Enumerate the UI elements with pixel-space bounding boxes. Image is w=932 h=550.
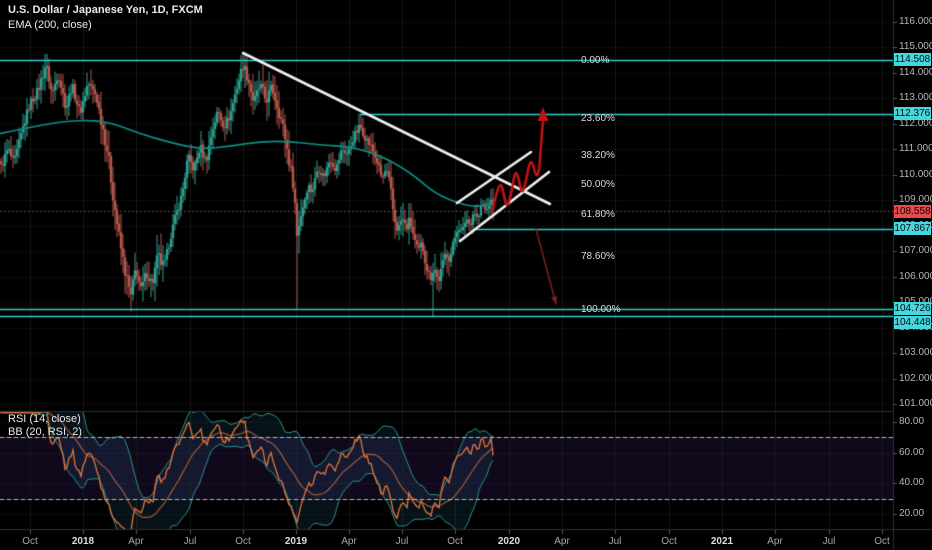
time-tick: Jul bbox=[822, 536, 836, 547]
time-tick: Oct bbox=[22, 536, 38, 547]
last-price-label: 108.558 bbox=[894, 204, 931, 218]
price-level-label: 104.726 bbox=[894, 302, 931, 316]
time-tick: Oct bbox=[447, 536, 463, 547]
fib-level-label: 23.60% bbox=[581, 113, 615, 125]
fib-level-label: 100.00% bbox=[581, 303, 621, 315]
price-level-label: 114.508 bbox=[894, 53, 931, 67]
time-tick: Apr bbox=[341, 536, 357, 547]
time-tick: Jul bbox=[608, 536, 622, 547]
time-tick: Apr bbox=[128, 536, 144, 547]
price-tick: 106.000 bbox=[899, 270, 932, 282]
rsi-tick: 80.00 bbox=[899, 416, 925, 427]
fib-level-label: 0.00% bbox=[581, 54, 610, 66]
rsi-tick: 60.00 bbox=[899, 446, 925, 458]
price-tick: 114.000 bbox=[899, 66, 932, 78]
time-tick: Oct bbox=[874, 536, 890, 547]
price-tick: 116.000 bbox=[899, 15, 932, 27]
fib-level-label: 50.00% bbox=[581, 179, 615, 191]
time-tick: Apr bbox=[554, 536, 570, 547]
time-tick-year: 2019 bbox=[284, 536, 308, 547]
ema-indicator-legend[interactable]: EMA (200, close) bbox=[8, 19, 92, 31]
time-tick: Oct bbox=[235, 536, 251, 547]
price-tick: 113.000 bbox=[899, 92, 932, 103]
rsi-tick: 20.00 bbox=[899, 508, 925, 519]
price-tick: 109.000 bbox=[899, 194, 932, 205]
time-tick-year: 2020 bbox=[497, 536, 521, 547]
rsi-indicator-legend[interactable]: RSI (14, close) bbox=[8, 413, 81, 425]
price-tick: 103.000 bbox=[899, 347, 932, 358]
price-tick: 101.000 bbox=[899, 398, 932, 409]
price-tick: 115.000 bbox=[899, 41, 932, 52]
time-tick-year: 2018 bbox=[71, 536, 95, 547]
symbol-legend[interactable]: U.S. Dollar / Japanese Yen, 1D, FXCM bbox=[8, 4, 203, 16]
time-axis[interactable]: Oct 2018 Apr Jul Oct 2019 Apr Jul Oct 2020 Apr Jul O… bbox=[0, 529, 932, 550]
rsi-tick: 40.00 bbox=[899, 477, 925, 489]
price-level-label: 107.867 bbox=[894, 222, 931, 236]
price-tick: 107.000 bbox=[899, 245, 932, 256]
fib-level-label: 61.80% bbox=[581, 208, 615, 220]
time-tick: Oct bbox=[661, 536, 677, 547]
price-tick: 111.000 bbox=[899, 143, 932, 154]
rsi-axis[interactable]: 80.00 60.00 40.00 20.00 bbox=[893, 411, 932, 529]
price-tick: 110.000 bbox=[899, 168, 932, 180]
price-level-label: 112.376 bbox=[894, 107, 931, 121]
fib-level-label: 78.60% bbox=[581, 250, 615, 262]
bb-indicator-legend[interactable]: BB (20, RSI, 2) bbox=[8, 426, 82, 438]
price-tick: 105.000 bbox=[899, 297, 932, 307]
time-tick-year: 2021 bbox=[710, 536, 734, 547]
time-tick: Jul bbox=[395, 536, 409, 547]
fib-level-label: 38.20% bbox=[581, 149, 615, 161]
time-tick: Jul bbox=[183, 536, 197, 547]
price-tick: 112.000 bbox=[899, 117, 932, 129]
time-tick: Apr bbox=[767, 536, 783, 547]
price-tick: 102.000 bbox=[899, 372, 932, 384]
price-level-label: 104.448 bbox=[894, 315, 931, 329]
